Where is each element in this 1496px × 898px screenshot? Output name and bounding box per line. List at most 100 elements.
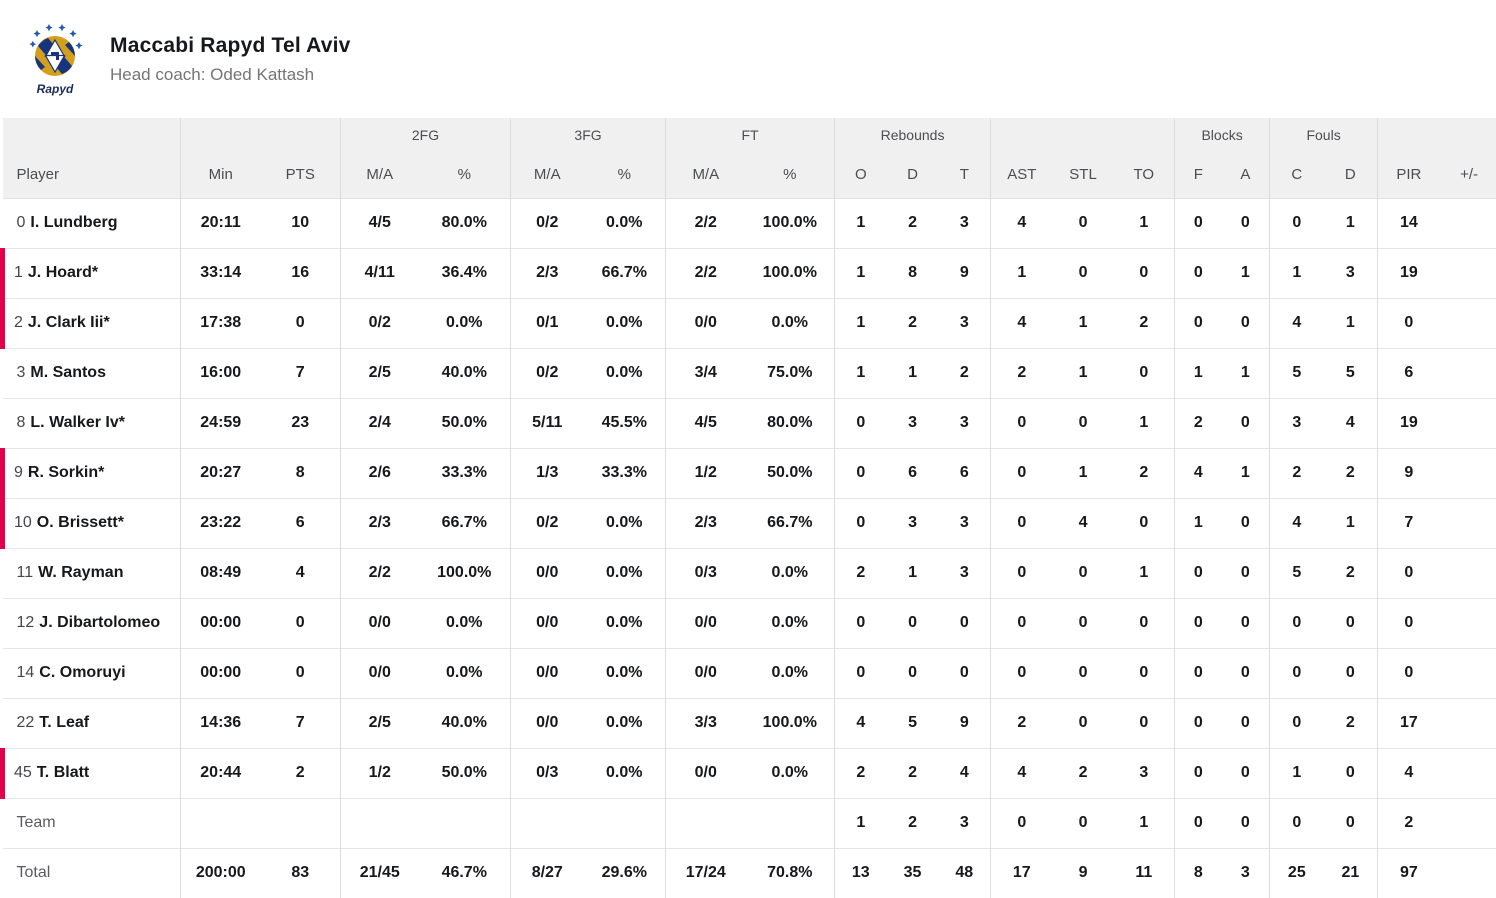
- stat-cell: 23:22: [181, 498, 261, 548]
- group-header-3fg: 3FG: [511, 118, 666, 152]
- stat-cell: [1440, 298, 1496, 348]
- stat-cell: 0: [1114, 598, 1175, 648]
- stat-cell: 1: [887, 548, 939, 598]
- stat-cell: 4: [1270, 498, 1324, 548]
- stat-cell: 25: [1270, 848, 1324, 898]
- stat-cell: 00:00: [181, 598, 261, 648]
- stat-cell: 1: [835, 248, 887, 298]
- stat-cell: 0: [1053, 248, 1114, 298]
- stat-cell: 2: [835, 548, 887, 598]
- jersey-number: 8: [17, 414, 26, 431]
- stat-cell: 0/2: [511, 348, 584, 398]
- stat-cell: 5: [1324, 348, 1378, 398]
- player-name: J. Hoard*: [28, 264, 98, 281]
- stat-cell: 17/24: [666, 848, 746, 898]
- stat-cell: 100.0%: [746, 698, 835, 748]
- stat-cell: 0.0%: [746, 648, 835, 698]
- stat-cell: 100.0%: [746, 248, 835, 298]
- stat-cell: 5/11: [511, 398, 584, 448]
- stat-cell: [1440, 448, 1496, 498]
- stat-cell: 1: [887, 348, 939, 398]
- column-header--: %: [746, 152, 835, 198]
- stat-cell: 2: [1270, 448, 1324, 498]
- stat-cell: 4: [939, 748, 991, 798]
- stat-cell: 1/3: [511, 448, 584, 498]
- stat-cell: 2/5: [341, 698, 419, 748]
- head-coach: Head coach: Oded Kattash: [110, 65, 351, 85]
- column-header-pir: PIR: [1378, 152, 1440, 198]
- stat-cell: 16:00: [181, 348, 261, 398]
- stat-cell: 0: [1175, 598, 1222, 648]
- stat-cell: 4: [261, 548, 341, 598]
- stat-cell: 50.0%: [419, 748, 511, 798]
- stat-cell: 0: [1175, 698, 1222, 748]
- stat-cell: 33.3%: [584, 448, 666, 498]
- stat-cell: 1: [1114, 398, 1175, 448]
- stat-cell: 6: [1378, 348, 1440, 398]
- stat-cell: 75.0%: [746, 348, 835, 398]
- stat-cell: [1440, 798, 1496, 848]
- stat-cell: 0: [939, 648, 991, 698]
- team-logo: Rapyd: [24, 20, 86, 98]
- stat-cell: 1: [1270, 748, 1324, 798]
- jersey-number: 1: [14, 264, 23, 281]
- stat-cell: 2: [887, 798, 939, 848]
- stat-cell: 2/2: [341, 548, 419, 598]
- player-name: C. Omoruyi: [39, 664, 125, 681]
- stat-cell: 0/0: [666, 748, 746, 798]
- stat-cell: 66.7%: [584, 248, 666, 298]
- stat-cell: 8: [887, 248, 939, 298]
- stat-cell: 0.0%: [746, 548, 835, 598]
- stat-cell: 0: [1270, 648, 1324, 698]
- stat-cell: 8: [261, 448, 341, 498]
- stat-cell: [1440, 748, 1496, 798]
- stat-cell: 2: [261, 748, 341, 798]
- stat-cell: [1440, 348, 1496, 398]
- stat-cell: 66.7%: [746, 498, 835, 548]
- stat-cell: 2: [1324, 448, 1378, 498]
- stat-cell: [1440, 598, 1496, 648]
- stat-cell: 4: [1053, 498, 1114, 548]
- stat-cell: 0: [261, 298, 341, 348]
- stat-cell: 2: [1175, 398, 1222, 448]
- stat-cell: 2: [1324, 698, 1378, 748]
- stat-cell: 0: [1175, 198, 1222, 248]
- player-name: L. Walker Iv*: [30, 414, 125, 431]
- stat-cell: 83: [261, 848, 341, 898]
- stat-cell: 0/0: [511, 648, 584, 698]
- stat-cell: 16: [261, 248, 341, 298]
- stat-cell: 20:11: [181, 198, 261, 248]
- stat-cell: 3: [1324, 248, 1378, 298]
- stat-cell: 0: [887, 598, 939, 648]
- stat-cell: 4/5: [341, 198, 419, 248]
- jersey-number: 3: [17, 364, 26, 381]
- stat-cell: 0.0%: [419, 648, 511, 698]
- stat-cell: 0: [1053, 398, 1114, 448]
- stat-cell: 0: [1053, 698, 1114, 748]
- player-cell: 1 J. Hoard*: [3, 248, 181, 298]
- stat-cell: 0: [835, 398, 887, 448]
- stat-cell: 0: [1324, 748, 1378, 798]
- column-header-min: Min: [181, 152, 261, 198]
- stat-cell: 3/4: [666, 348, 746, 398]
- stat-cell: [341, 798, 419, 848]
- stat-cell: 0: [1175, 748, 1222, 798]
- stat-cell: 6: [887, 448, 939, 498]
- stat-cell: 20:44: [181, 748, 261, 798]
- stat-cell: 1: [1222, 348, 1270, 398]
- stat-cell: 23: [261, 398, 341, 448]
- stat-cell: 0: [261, 598, 341, 648]
- stat-cell: 35: [887, 848, 939, 898]
- stat-cell: 0: [1324, 648, 1378, 698]
- stat-cell: 2/4: [341, 398, 419, 448]
- stat-cell: 2: [1114, 298, 1175, 348]
- column-header-a: A: [1222, 152, 1270, 198]
- stat-cell: 40.0%: [419, 348, 511, 398]
- jersey-number: 9: [14, 464, 23, 481]
